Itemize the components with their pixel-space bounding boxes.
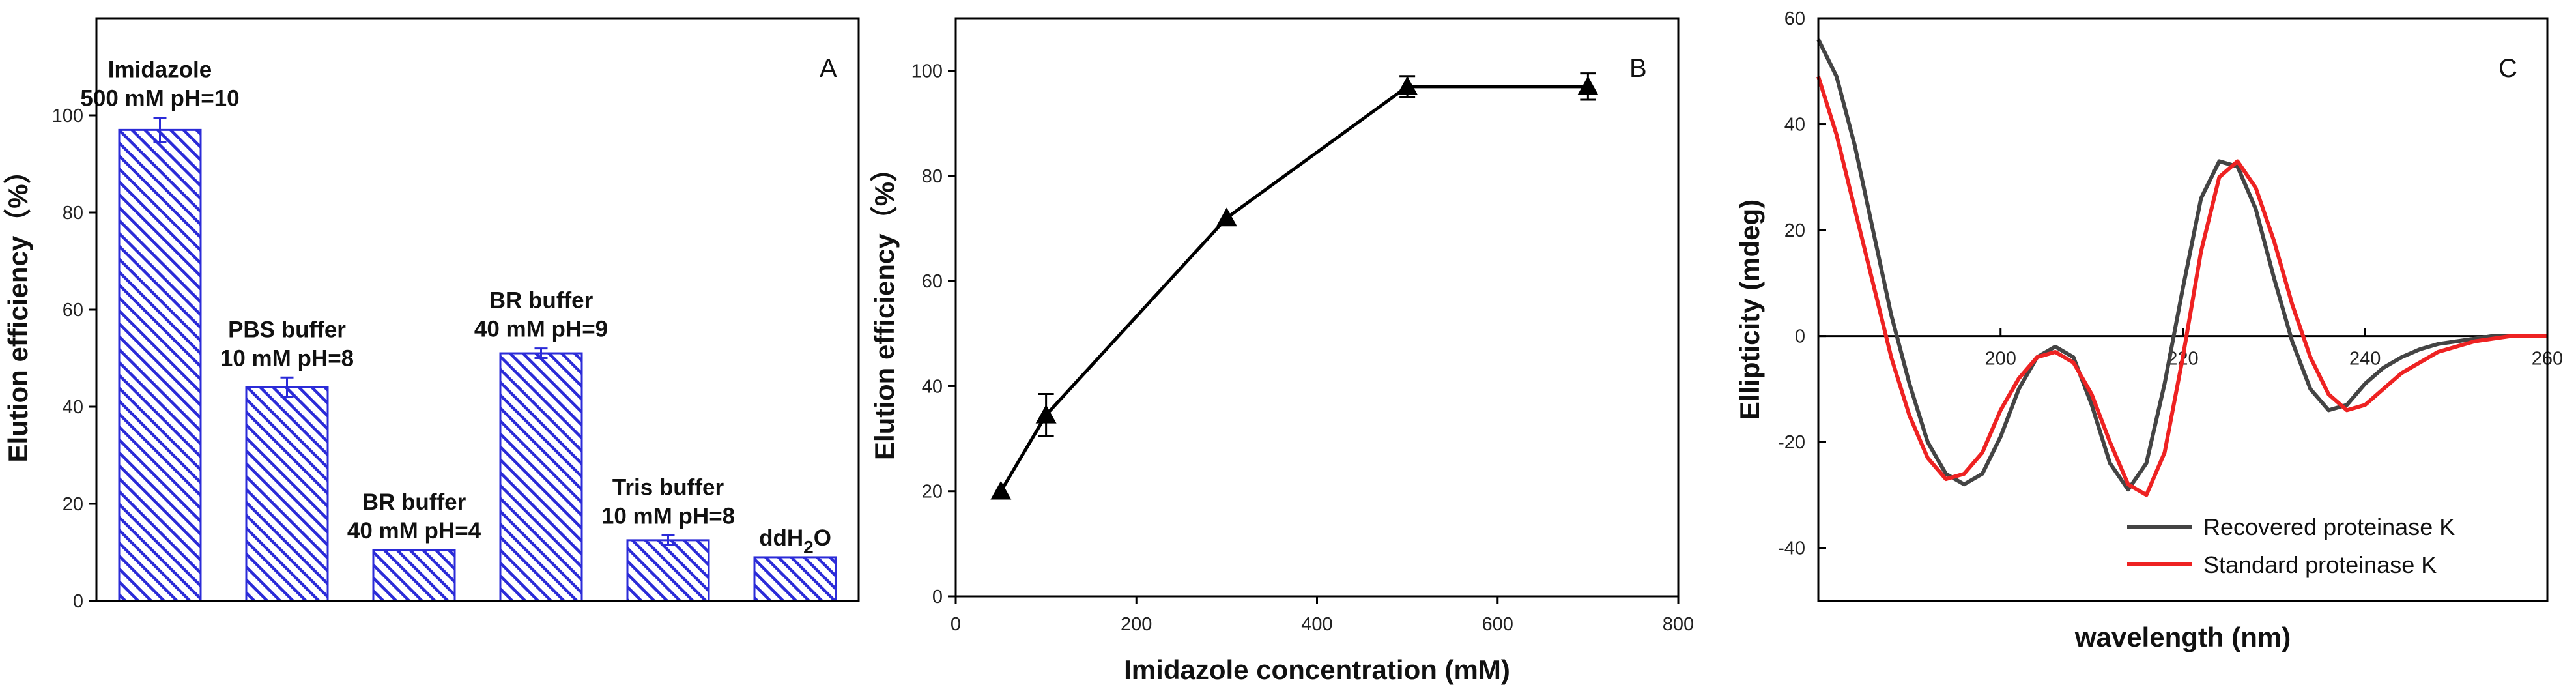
data-point: [1577, 76, 1599, 95]
bar-label: ddH2O: [759, 525, 831, 557]
panel-a-bars: [118, 128, 837, 602]
bar-label-line2: 10 mM pH=8: [220, 345, 354, 371]
bar-label-line2: 10 mM pH=8: [601, 503, 735, 529]
bar: [499, 352, 583, 602]
panel-b-y-tick-label: 80: [922, 166, 943, 187]
bar-label-line1: BR buffer: [489, 288, 594, 314]
panel-c-x-axis-title: wavelength (nm): [2074, 622, 2291, 652]
panel-b-x-tick-label: 400: [1301, 614, 1332, 635]
panel-b-x-tick-label: 200: [1121, 614, 1152, 635]
panel-b-x-axis-title: Imidazole concentration (mM): [1124, 654, 1510, 685]
panel-b-line-chart: 0 200 400 600 800 0 20 40 60 80 100 B Imidazole c…: [869, 17, 1694, 685]
data-point: [990, 480, 1012, 500]
bar: [372, 549, 456, 602]
panel-c-plot-frame: [1817, 17, 2549, 602]
panel-b-x-tick-label: 600: [1482, 614, 1513, 635]
panel-a-y-tick-label: 40: [63, 397, 83, 418]
panel-c-y-tick-label: -40: [1778, 538, 1805, 559]
legend-label: Recovered proteinase K: [2203, 514, 2455, 540]
panel-b-letter: B: [1629, 54, 1647, 83]
bar-label-line2: 40 mM pH=9: [474, 317, 608, 342]
panel-c-y-tick-label: 60: [1784, 8, 1805, 29]
panel-c-y-tick-label: 20: [1784, 220, 1805, 241]
panel-c-series: [1816, 38, 2547, 497]
panel-c-x-tick-label: 200: [1985, 349, 2016, 370]
panel-b-x-tick-label: 800: [1663, 614, 1694, 635]
bar-label-line1: Tris buffer: [612, 474, 724, 500]
data-point: [1397, 76, 1418, 95]
data-point: [1216, 207, 1237, 227]
bar-label-line2: 40 mM pH=4: [347, 518, 481, 544]
panel-c-y-tick-label: 40: [1784, 115, 1805, 136]
bar-label-line1: Imidazole: [108, 57, 212, 83]
panel-b-x-tick-label: 0: [951, 614, 961, 635]
panel-c-y-tick-label: 0: [1795, 327, 1805, 347]
panel-b-y-tick-label: 20: [922, 482, 943, 503]
panel-a-plot-frame: [95, 17, 860, 602]
panel-c-y-ticks: -40 -20 0 20 40 60: [1778, 8, 1826, 559]
panel-a-y-tick-label: 100: [52, 106, 83, 126]
panel-a-y-axis-title: Elution efficiency（%）: [3, 156, 33, 462]
panel-b-y-tick-label: 0: [932, 587, 943, 607]
panel-a-y-tick-label: 80: [63, 203, 83, 224]
panel-c-letter: C: [2498, 54, 2517, 83]
bar-label-line1: PBS buffer: [228, 317, 346, 342]
bar: [753, 556, 837, 602]
bar-label-line2: 500 mM pH=10: [80, 86, 239, 111]
panel-b-y-ticks: 0 20 40 60 80 100: [911, 61, 956, 607]
panel-b-y-tick-label: 40: [922, 376, 943, 397]
panel-c-x-tick-label: 240: [2349, 349, 2381, 370]
panel-b-plot-frame: [954, 17, 1680, 598]
panel-b-y-tick-label: 60: [922, 271, 943, 292]
panel-a-bar-chart: Imidazole 500 mM pH=10 PBS buffer 10 mM pH=…: [3, 17, 860, 612]
series-line-1: [1816, 38, 2547, 492]
panel-a-y-tick-label: 60: [63, 300, 83, 321]
legend-label: Standard proteinase K: [2203, 551, 2437, 578]
panel-a-y-tick-label: 0: [73, 591, 83, 612]
panel-b-points: [990, 76, 1599, 500]
panel-a-error-bars: [153, 117, 675, 546]
panel-a-y-ticks: 0 20 40 60 80 100: [52, 106, 96, 612]
bar: [118, 128, 202, 602]
panel-a-y-tick-label: 20: [63, 494, 83, 515]
bar-label-line1: BR buffer: [362, 489, 466, 515]
data-point: [1035, 404, 1057, 424]
panel-a-letter: A: [820, 54, 837, 83]
panel-c-y-tick-label: -20: [1778, 432, 1805, 453]
panel-b-y-axis-title: Elution efficiency（%）: [869, 154, 900, 460]
panel-c-y-axis-title: Ellipticity (mdeg): [1734, 199, 1765, 420]
series-line-2: [1816, 76, 2547, 497]
bar: [626, 539, 710, 602]
panel-c-legend: Recovered proteinase K Standard proteinas…: [2127, 514, 2455, 578]
panel-a-bar-labels: Imidazole 500 mM pH=10 PBS buffer 10 mM pH=…: [80, 57, 831, 557]
panel-b-x-ticks: 0 200 400 600 800: [951, 596, 1694, 635]
panel-b-y-tick-label: 100: [911, 61, 943, 82]
bar: [245, 386, 329, 602]
